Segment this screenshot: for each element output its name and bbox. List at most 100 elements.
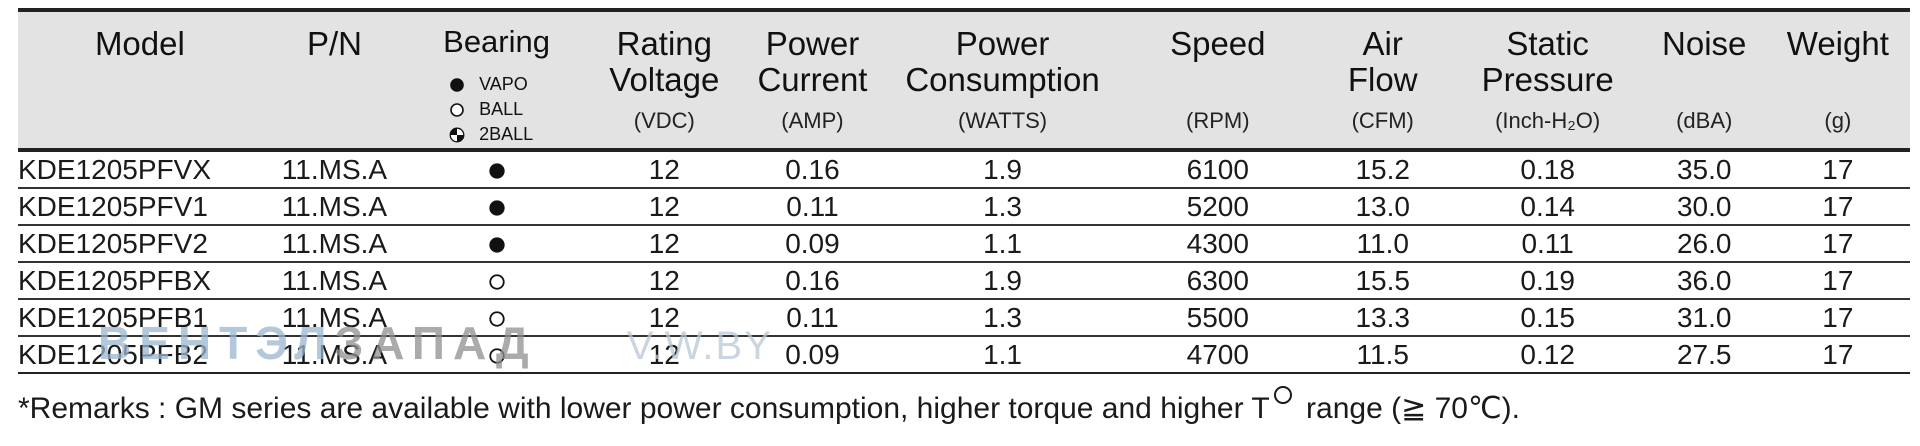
- header-air-flow-unit: (CFM): [1351, 108, 1414, 133]
- table-row: KDE1205PFV2 11.MS.A 12 0.09 1.1 4300 11.0 0.11 2…: [18, 225, 1910, 263]
- cell-noise: 35.0: [1642, 150, 1766, 189]
- remarks-text: *Remarks : GM series are available with …: [18, 392, 1270, 425]
- header-speed-label: Speed: [1170, 25, 1266, 62]
- degree-circle-icon: [1273, 386, 1292, 404]
- cell-weight: 17: [1765, 188, 1910, 226]
- header-static-pressure-line2: Pressure: [1481, 61, 1614, 98]
- table-row: KDE1205PFB2 11.MS.A 12 0.09 1.1 4700 11.5 0.12 2…: [18, 336, 1910, 374]
- table-row: KDE1205PFV1 11.MS.A 12 0.11 1.3 5200 13.0 0.14 3…: [18, 188, 1910, 226]
- cell-speed: 4700: [1122, 336, 1313, 374]
- header-rating-voltage-unit: (VDC): [633, 108, 695, 133]
- cell-weight: 17: [1765, 336, 1910, 374]
- cell-consumption: 1.3: [882, 188, 1123, 226]
- cell-static-pressure: 0.12: [1452, 336, 1643, 374]
- cell-noise: 36.0: [1642, 262, 1766, 300]
- header-weight: Weight (g): [1765, 8, 1910, 152]
- cell-static-pressure: 0.19: [1452, 262, 1643, 300]
- cell-current: 0.09: [742, 225, 883, 263]
- cell-bearing: [407, 150, 587, 189]
- hollow-circle-icon: [488, 273, 506, 291]
- cell-static-pressure: 0.14: [1452, 188, 1643, 226]
- cell-current: 0.16: [742, 150, 883, 189]
- header-weight-unit: (g): [1824, 108, 1852, 133]
- header-rating-voltage: Rating Voltage (VDC): [586, 8, 743, 152]
- header-air-flow: Air Flow (CFM): [1312, 8, 1453, 152]
- cell-weight: 17: [1765, 262, 1910, 300]
- cell-air-flow: 13.3: [1312, 299, 1453, 337]
- header-model-label: Model: [94, 25, 185, 62]
- cell-model: KDE1205PFV2: [18, 225, 262, 263]
- header-static-pressure-line1: Static: [1506, 25, 1589, 62]
- legend-label-2ball: 2BALL: [479, 124, 534, 144]
- cell-air-flow: 13.0: [1312, 188, 1453, 226]
- header-bearing: Bearing VAPO BALL 2BALL: [407, 8, 587, 152]
- cell-speed: 6100: [1122, 150, 1313, 189]
- cell-bearing: [407, 225, 587, 263]
- legend-label-vapo: VAPO: [479, 74, 528, 94]
- header-rating-voltage-line1: Rating: [616, 25, 712, 62]
- cell-voltage: 12: [586, 299, 743, 337]
- header-pn-label: P/N: [306, 25, 362, 62]
- header-weight-label: Weight: [1786, 25, 1889, 62]
- table-row: KDE1205PFB1 11.MS.A 12 0.11 1.3 5500 13.3 0.15 3…: [18, 299, 1910, 337]
- header-power-current: Power Current (AMP): [742, 8, 883, 152]
- cell-noise: 31.0: [1642, 299, 1766, 337]
- cell-voltage: 12: [586, 188, 743, 226]
- table-row: KDE1205PFBX 11.MS.A 12 0.16 1.9 6300 15.5 0.19 3…: [18, 262, 1910, 300]
- header-static-pressure: Static Pressure (Inch-H₂O): [1452, 8, 1643, 152]
- cell-noise: 27.5: [1642, 336, 1766, 374]
- cell-model: KDE1205PFB1: [18, 299, 262, 337]
- hollow-circle-icon: [449, 102, 465, 118]
- table-row: KDE1205PFVX 11.MS.A 12 0.16 1.9 6100 15.2 0.18 3…: [18, 150, 1910, 189]
- spec-sheet: Model P/N Bearing VAPO BALL: [18, 8, 1910, 374]
- header-power-consumption-unit: (WATTS): [957, 108, 1048, 133]
- cell-weight: 17: [1765, 299, 1910, 337]
- cell-static-pressure: 0.18: [1452, 150, 1643, 189]
- header-power-consumption-line2: Consumption: [905, 61, 1100, 98]
- header-power-current-unit: (AMP): [781, 108, 844, 133]
- header-power-current-line1: Power: [765, 25, 860, 62]
- table-body: KDE1205PFVX 11.MS.A 12 0.16 1.9 6100 15.2 0.18 3…: [18, 150, 1910, 374]
- cell-pn: 11.MS.A: [261, 188, 408, 226]
- cell-speed: 4300: [1122, 225, 1313, 263]
- cell-speed: 5200: [1122, 188, 1313, 226]
- cell-current: 0.09: [742, 336, 883, 374]
- cell-model: KDE1205PFBX: [18, 262, 262, 300]
- cell-pn: 11.MS.A: [261, 262, 408, 300]
- cell-voltage: 12: [586, 225, 743, 263]
- header-speed: Speed (RPM): [1122, 8, 1313, 152]
- header-noise: Noise (dBA): [1642, 8, 1766, 152]
- legend-label-ball: BALL: [479, 99, 524, 119]
- cell-noise: 30.0: [1642, 188, 1766, 226]
- cell-air-flow: 11.0: [1312, 225, 1453, 263]
- cell-model: KDE1205PFVX: [18, 150, 262, 189]
- header-air-flow-line2: Flow: [1347, 61, 1418, 98]
- cell-current: 0.11: [742, 299, 883, 337]
- header-rating-voltage-line2: Voltage: [609, 61, 720, 98]
- cell-speed: 5500: [1122, 299, 1313, 337]
- cell-static-pressure: 0.11: [1452, 225, 1643, 263]
- quartered-circle-icon: [449, 127, 465, 143]
- cell-noise: 26.0: [1642, 225, 1766, 263]
- header-model: Model: [18, 8, 262, 152]
- cell-bearing: [407, 299, 587, 337]
- cell-pn: 11.MS.A: [261, 225, 408, 263]
- legend-item-ball: BALL: [407, 97, 586, 122]
- header-power-current-line2: Current: [757, 61, 868, 98]
- header-power-consumption-line1: Power: [955, 25, 1050, 62]
- cell-pn: 11.MS.A: [261, 150, 408, 189]
- cell-pn: 11.MS.A: [261, 336, 408, 374]
- cell-current: 0.11: [742, 188, 883, 226]
- filled-circle-icon: [488, 236, 506, 254]
- filled-circle-icon: [488, 199, 506, 217]
- fan-spec-table: Model P/N Bearing VAPO BALL: [18, 8, 1910, 374]
- remarks-note: *Remarks : GM series are available with …: [18, 386, 1520, 426]
- header-speed-unit: (RPM): [1186, 108, 1250, 133]
- cell-consumption: 1.9: [882, 262, 1123, 300]
- cell-consumption: 1.3: [882, 299, 1123, 337]
- filled-circle-icon: [449, 77, 465, 93]
- cell-consumption: 1.1: [882, 336, 1123, 374]
- remarks-range: range (≧ 70℃).: [1297, 392, 1520, 425]
- hollow-circle-icon: [488, 310, 506, 328]
- hollow-circle-icon: [488, 347, 506, 365]
